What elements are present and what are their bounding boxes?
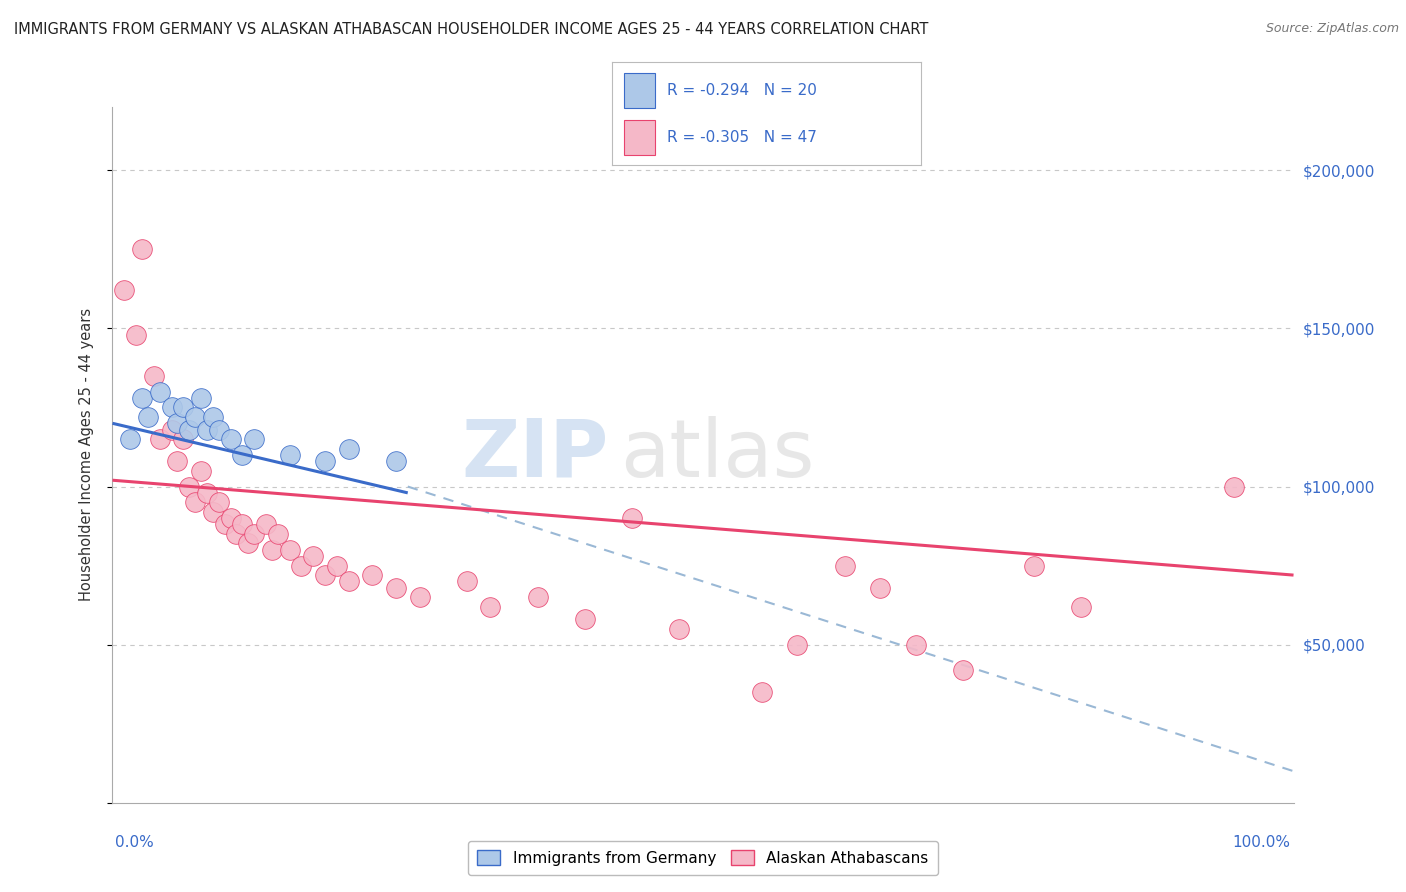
Point bbox=[668, 622, 690, 636]
Point bbox=[120, 432, 142, 446]
Point bbox=[408, 591, 430, 605]
Point bbox=[1070, 599, 1092, 614]
Y-axis label: Householder Income Ages 25 - 44 years: Householder Income Ages 25 - 44 years bbox=[79, 309, 94, 601]
Point bbox=[142, 368, 165, 383]
Point bbox=[190, 391, 212, 405]
Point bbox=[361, 568, 384, 582]
Point bbox=[125, 327, 148, 342]
Point bbox=[219, 511, 242, 525]
Point bbox=[456, 574, 478, 589]
Point bbox=[172, 432, 194, 446]
Point bbox=[172, 401, 194, 415]
Point bbox=[208, 495, 231, 509]
Point bbox=[179, 479, 201, 493]
Point bbox=[326, 558, 349, 573]
Point bbox=[195, 486, 218, 500]
Point bbox=[243, 527, 266, 541]
Point bbox=[904, 638, 927, 652]
Point bbox=[195, 423, 218, 437]
Point bbox=[190, 464, 212, 478]
Bar bbox=[624, 73, 655, 108]
Point bbox=[278, 542, 301, 557]
Point bbox=[112, 284, 135, 298]
Point bbox=[225, 527, 247, 541]
Point bbox=[149, 384, 172, 399]
Point bbox=[149, 432, 172, 446]
Text: R = -0.305   N = 47: R = -0.305 N = 47 bbox=[668, 130, 817, 145]
Text: ZIP: ZIP bbox=[461, 416, 609, 494]
Point bbox=[751, 685, 773, 699]
Point bbox=[621, 511, 644, 525]
Bar bbox=[624, 120, 655, 155]
Point bbox=[786, 638, 808, 652]
Text: atlas: atlas bbox=[620, 416, 814, 494]
Point bbox=[238, 536, 260, 550]
Point bbox=[201, 505, 224, 519]
Point bbox=[526, 591, 548, 605]
Point bbox=[201, 409, 224, 424]
Point bbox=[337, 574, 360, 589]
Point bbox=[231, 448, 253, 462]
Point bbox=[314, 568, 336, 582]
Text: R = -0.294   N = 20: R = -0.294 N = 20 bbox=[668, 83, 817, 97]
Point bbox=[574, 612, 596, 626]
Point bbox=[385, 581, 408, 595]
Point bbox=[314, 454, 336, 468]
Point bbox=[184, 409, 207, 424]
Text: 100.0%: 100.0% bbox=[1233, 836, 1291, 850]
Point bbox=[1022, 558, 1045, 573]
Point bbox=[254, 517, 277, 532]
Point bbox=[479, 599, 502, 614]
Point bbox=[243, 432, 266, 446]
Point bbox=[385, 454, 408, 468]
Point bbox=[231, 517, 253, 532]
Legend: Immigrants from Germany, Alaskan Athabascans: Immigrants from Germany, Alaskan Athabas… bbox=[468, 841, 938, 875]
Text: 0.0%: 0.0% bbox=[115, 836, 155, 850]
Point bbox=[166, 417, 188, 431]
Point bbox=[290, 558, 312, 573]
Point bbox=[278, 448, 301, 462]
Point bbox=[179, 423, 201, 437]
Point bbox=[302, 549, 325, 563]
Point bbox=[219, 432, 242, 446]
Point bbox=[952, 663, 974, 677]
Point bbox=[131, 243, 153, 257]
Point bbox=[267, 527, 290, 541]
Point bbox=[869, 581, 891, 595]
Point bbox=[136, 409, 159, 424]
Text: Source: ZipAtlas.com: Source: ZipAtlas.com bbox=[1265, 22, 1399, 36]
Point bbox=[260, 542, 283, 557]
Text: IMMIGRANTS FROM GERMANY VS ALASKAN ATHABASCAN HOUSEHOLDER INCOME AGES 25 - 44 YE: IMMIGRANTS FROM GERMANY VS ALASKAN ATHAB… bbox=[14, 22, 928, 37]
Point bbox=[160, 423, 183, 437]
Point bbox=[208, 423, 231, 437]
Point bbox=[131, 391, 153, 405]
Point bbox=[214, 517, 236, 532]
Point bbox=[337, 442, 360, 456]
Point bbox=[834, 558, 856, 573]
Point bbox=[166, 454, 188, 468]
Point bbox=[160, 401, 183, 415]
Point bbox=[1223, 479, 1246, 493]
Point bbox=[184, 495, 207, 509]
